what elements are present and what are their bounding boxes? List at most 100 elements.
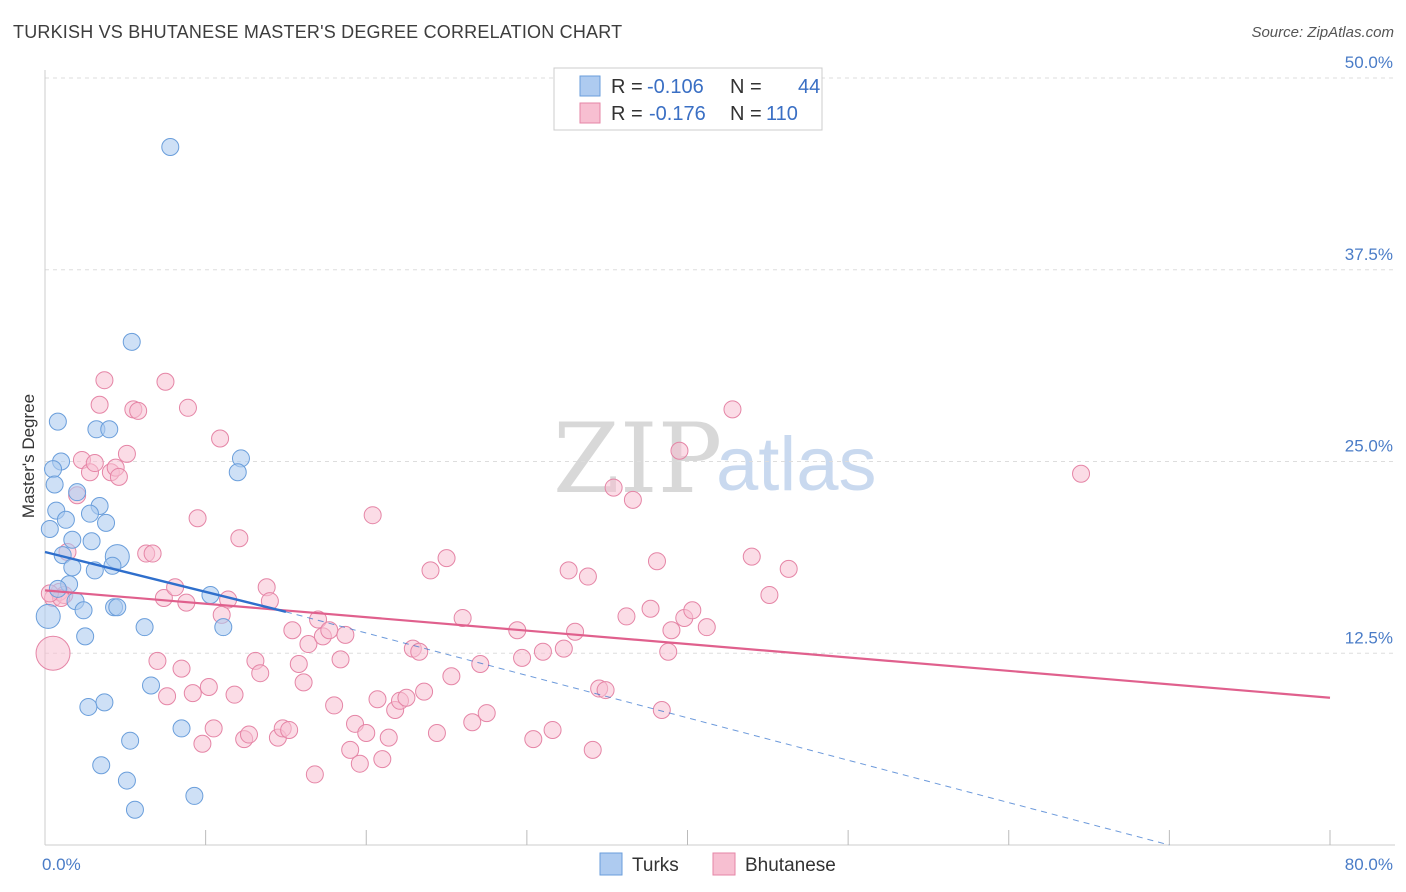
bhutanese-point — [320, 621, 339, 640]
bhutanese-point — [331, 650, 350, 669]
bhutanese-trend-line — [44, 589, 1331, 699]
bhutanese-point — [463, 713, 482, 732]
bhutanese-point — [350, 754, 369, 773]
bhutanese-point — [513, 648, 532, 667]
bhutanese-r-value: -0.176 — [649, 103, 706, 125]
turks-point — [97, 513, 116, 532]
turks-point — [82, 532, 101, 551]
turks-point — [161, 138, 180, 157]
bhutanese-point — [397, 688, 416, 707]
bhutanese-point — [289, 654, 308, 673]
bhutanese-point — [294, 673, 313, 692]
turks-point — [108, 598, 127, 617]
bhutanese-point — [172, 659, 191, 678]
turks-point — [121, 731, 140, 750]
y-axis-label: Master's Degree — [19, 394, 38, 518]
bhutanese-point — [471, 654, 490, 673]
bhutanese-point — [183, 684, 202, 703]
chart-title: TURKISH VS BHUTANESE MASTER'S DEGREE COR… — [13, 22, 623, 42]
bhutanese-point — [410, 642, 429, 661]
stats-legend: R = -0.106 N = 44 R = -0.176 N = 110 — [553, 67, 823, 131]
turks-point — [68, 483, 87, 502]
y-tick-labels: 12.5% 25.0% 37.5% 50.0% — [1345, 53, 1393, 647]
bhutanese-point — [683, 601, 702, 620]
bhutanese-point — [283, 621, 302, 640]
bhutanese-point — [379, 728, 398, 747]
bhutanese-point — [199, 677, 218, 696]
turks-legend-swatch — [579, 75, 601, 97]
bhutanese-point — [662, 621, 681, 640]
bhutanese-point — [652, 701, 671, 720]
bhutanese-n-label: N = — [730, 103, 762, 125]
trend-lines — [44, 550, 1331, 846]
y-tick-label: 50.0% — [1345, 53, 1393, 72]
turks-point — [103, 556, 122, 575]
bhutanese-point — [309, 610, 328, 629]
bhutanese-point — [427, 724, 446, 743]
bhutanese-point — [158, 687, 177, 706]
watermark-atlas: atlas — [716, 422, 877, 507]
turks-point — [74, 601, 93, 620]
bhutanese-point — [95, 371, 114, 390]
bhutanese-point — [166, 578, 185, 597]
bhutanese-bottom-label: Bhutanese — [745, 855, 836, 876]
turks-trend-extension — [285, 611, 1170, 846]
turks-point — [63, 530, 82, 549]
y-tick-label: 12.5% — [1345, 628, 1393, 647]
x-tick-label-min: 0.0% — [42, 855, 81, 874]
turks-point — [44, 460, 63, 479]
turks-point — [122, 332, 141, 351]
bhutanese-point — [604, 478, 623, 497]
bhutanese-point — [148, 651, 167, 670]
bhutanese-point — [368, 690, 387, 709]
bhutanese-point — [154, 589, 173, 608]
turks-point — [48, 412, 67, 431]
turks-points — [35, 138, 250, 819]
turks-point — [56, 510, 75, 529]
bhutanese-point — [1072, 464, 1091, 483]
bhutanese-n-value: 110 — [766, 103, 798, 125]
bhutanese-point — [566, 622, 585, 641]
bhutanese-point — [543, 720, 562, 739]
turks-point — [185, 786, 204, 805]
bhutanese-point — [415, 682, 434, 701]
bhutanese-point — [90, 395, 109, 414]
bhutanese-point — [578, 567, 597, 586]
turks-point — [76, 627, 95, 646]
bhutanese-point — [188, 509, 207, 528]
bhutanese-point — [442, 667, 461, 686]
turks-n-label: N = — [730, 76, 762, 98]
bhutanese-point — [760, 585, 779, 604]
bhutanese-point — [647, 552, 666, 571]
bhutanese-point — [477, 704, 496, 723]
bhutanese-point — [373, 750, 392, 769]
bhutanese-point — [659, 642, 678, 661]
bhutanese-point — [641, 599, 660, 618]
bhutanese-point — [617, 607, 636, 626]
y-tick-label: 25.0% — [1345, 437, 1393, 456]
bhutanese-point — [779, 559, 798, 578]
bhutanese-point — [533, 642, 552, 661]
y-tick-label: 37.5% — [1345, 245, 1393, 264]
series-legend: Turks Bhutanese — [599, 852, 836, 876]
turks-point — [142, 676, 161, 695]
turks-point — [80, 504, 99, 523]
bhutanese-point — [524, 730, 543, 749]
bhutanese-point — [723, 400, 742, 419]
turks-point — [172, 719, 191, 738]
bhutanese-point — [363, 506, 382, 525]
grid — [45, 77, 1395, 654]
bhutanese-point — [742, 547, 761, 566]
bhutanese-point — [280, 720, 299, 739]
bhutanese-point — [129, 401, 148, 420]
turks-bottom-label: Turks — [632, 855, 679, 876]
bhutanese-point — [85, 454, 104, 473]
turks-point — [92, 756, 111, 775]
bhutanese-point — [421, 561, 440, 580]
turks-point — [40, 519, 59, 538]
turks-point — [125, 800, 144, 819]
bhutanese-point — [554, 639, 573, 658]
source-credit: Source: ZipAtlas.com — [1251, 24, 1394, 41]
bhutanese-point — [225, 685, 244, 704]
